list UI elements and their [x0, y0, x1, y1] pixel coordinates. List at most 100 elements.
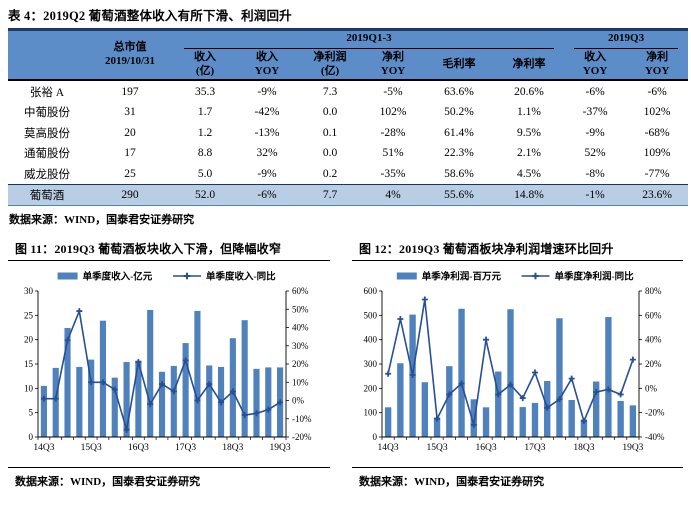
table-row: 威龙股份 25 5.0 -9% 0.2 -35% 58.6% 4.5% -8% -77%: [8, 163, 689, 185]
svg-text:0: 0: [29, 432, 34, 442]
svg-text:14Q3: 14Q3: [378, 443, 399, 453]
header-rev: 收入 (亿): [174, 49, 236, 82]
value-cell: -28%: [362, 122, 424, 143]
table-title: 表 4：2019Q2 葡萄酒整体收入有所下滑、利润回升: [8, 9, 292, 23]
header-group-2019q1-3: 2019Q1-3: [174, 29, 565, 50]
value-cell: 109%: [626, 142, 689, 164]
financial-table: 总市值 2019/10/31 2019Q1-3 2019Q3 收入 (亿) 收入 Y…: [8, 28, 689, 207]
svg-text:40%: 40%: [645, 335, 662, 345]
header-gross-margin: 毛利率: [424, 49, 494, 82]
value-cell: -9%: [236, 80, 298, 102]
svg-text:16Q3: 16Q3: [128, 443, 149, 453]
figure-11-source: 数据来源：WIND，国泰君安证券研究: [8, 467, 330, 489]
value-cell: 14.8%: [494, 183, 565, 207]
header-net-margin: 净利率: [494, 49, 565, 82]
svg-text:-20%: -20%: [292, 432, 312, 442]
table-header: 总市值 2019/10/31 2019Q1-3 2019Q3 收入 (亿) 收入 Y…: [8, 29, 689, 82]
value-cell: -6%: [626, 80, 689, 102]
svg-text:200: 200: [364, 384, 378, 394]
header-empty-cell: [8, 29, 86, 82]
value-cell: -35%: [362, 163, 424, 185]
header-q3-netprofit-yoy: 净利 YOY: [626, 49, 689, 82]
value-cell: 51%: [362, 142, 424, 164]
value-cell: 61.4%: [424, 122, 494, 143]
svg-text:30%: 30%: [292, 341, 309, 351]
value-cell: -42%: [236, 101, 298, 123]
svg-text:40%: 40%: [292, 323, 309, 333]
svg-text:15Q3: 15Q3: [427, 443, 448, 453]
svg-text:10%: 10%: [292, 378, 309, 388]
value-cell: 32%: [236, 142, 298, 164]
svg-text:17Q3: 17Q3: [175, 443, 196, 453]
value-cell: -9%: [564, 122, 627, 143]
table-row: 莫高股份 20 1.2 -13% 0.1 -28% 61.4% 9.5% -9% -68%: [8, 122, 689, 143]
svg-text:500: 500: [364, 311, 378, 321]
value-cell: -13%: [236, 122, 298, 143]
svg-text:单季净利润-百万元: 单季净利润-百万元: [422, 271, 502, 283]
market-cap-date: 2019/10/31: [104, 55, 156, 68]
table-source: 数据来源：WIND，国泰君安证券研究: [9, 214, 195, 227]
value-cell: 0.0: [298, 142, 362, 164]
svg-text:20: 20: [24, 335, 34, 345]
company-name: 张裕 A: [8, 80, 86, 102]
table-row: 葡萄酒 290 52.0 -6% 7.7 4% 55.6% 14.8% -1% 23.6%: [8, 183, 689, 207]
value-cell: 20.6%: [494, 80, 565, 102]
value-cell: -6%: [236, 183, 298, 207]
value-cell: 20: [86, 122, 174, 143]
value-cell: -9%: [236, 163, 298, 185]
company-name: 莫高股份: [8, 122, 86, 143]
svg-text:18Q3: 18Q3: [222, 443, 243, 453]
figure-11-panel: 图 11：2019Q3 葡萄酒板块收入下滑，但降幅收窄 单季度收入-亿元 单季度收…: [8, 240, 330, 489]
value-cell: -77%: [626, 163, 689, 185]
svg-text:19Q3: 19Q3: [270, 443, 291, 453]
svg-text:-40%: -40%: [645, 432, 665, 442]
svg-text:30: 30: [24, 286, 34, 296]
value-cell: 23.6%: [626, 183, 689, 207]
value-cell: 22.3%: [424, 142, 494, 164]
header-netprofit-yoy: 净利 YOY: [362, 49, 424, 82]
svg-text:单季度收入-亿元: 单季度收入-亿元: [83, 271, 153, 283]
value-cell: 1.2: [174, 122, 236, 143]
svg-text:14Q3: 14Q3: [33, 443, 54, 453]
value-cell: 4.5%: [494, 163, 565, 185]
value-cell: 63.6%: [424, 80, 494, 102]
value-cell: 58.6%: [424, 163, 494, 185]
table-body: 张裕 A 197 35.3 -9% 7.3 -5% 63.6% 20.6% -6% -6% 中葡股份…: [8, 80, 689, 207]
svg-text:20%: 20%: [645, 359, 662, 369]
value-cell: 102%: [362, 101, 424, 123]
figure-12-source: 数据来源：WIND，国泰君安证券研究: [352, 467, 683, 489]
value-cell: 8.8: [174, 142, 236, 164]
company-name: 通葡股份: [8, 142, 86, 164]
svg-text:10: 10: [24, 384, 34, 394]
value-cell: -8%: [564, 163, 627, 185]
svg-text:16Q3: 16Q3: [475, 443, 496, 453]
figure-12-panel: 图 12：2019Q3 葡萄酒板块净利润增速环比回升 单季净利润-百万元 单季度净…: [352, 240, 683, 489]
value-cell: 0.0: [298, 101, 362, 123]
value-cell: 9.5%: [494, 122, 565, 143]
svg-text:400: 400: [364, 335, 378, 345]
svg-text:20%: 20%: [292, 359, 309, 369]
figure-12-title: 图 12：2019Q3 葡萄酒板块净利润增速环比回升: [352, 240, 683, 262]
figure-12-chart: 单季净利润-百万元 单季度净利润-同比 0 100 200 300 400 500 600 -40…: [352, 261, 683, 467]
table-row: 中葡股份 31 1.7 -42% 0.0 102% 50.2% 1.1% -37% 102%: [8, 101, 689, 123]
value-cell: -6%: [564, 80, 627, 102]
value-cell: 17: [86, 142, 174, 164]
svg-text:80%: 80%: [645, 286, 662, 296]
svg-text:18Q3: 18Q3: [573, 443, 594, 453]
value-cell: 7.3: [298, 80, 362, 102]
svg-text:300: 300: [364, 359, 378, 369]
value-cell: 31: [86, 101, 174, 123]
header-market-cap: 总市值 2019/10/31: [86, 29, 174, 82]
value-cell: 50.2%: [424, 101, 494, 123]
svg-text:100: 100: [364, 408, 378, 418]
table-row: 张裕 A 197 35.3 -9% 7.3 -5% 63.6% 20.6% -6% -6%: [8, 80, 689, 102]
svg-text:60%: 60%: [645, 311, 662, 321]
value-cell: 25: [86, 163, 174, 185]
svg-text:15Q3: 15Q3: [81, 443, 102, 453]
svg-text:17Q3: 17Q3: [524, 443, 545, 453]
value-cell: 0.2: [298, 163, 362, 185]
value-cell: -37%: [564, 101, 627, 123]
value-cell: 52%: [564, 142, 627, 164]
value-cell: 0.1: [298, 122, 362, 143]
